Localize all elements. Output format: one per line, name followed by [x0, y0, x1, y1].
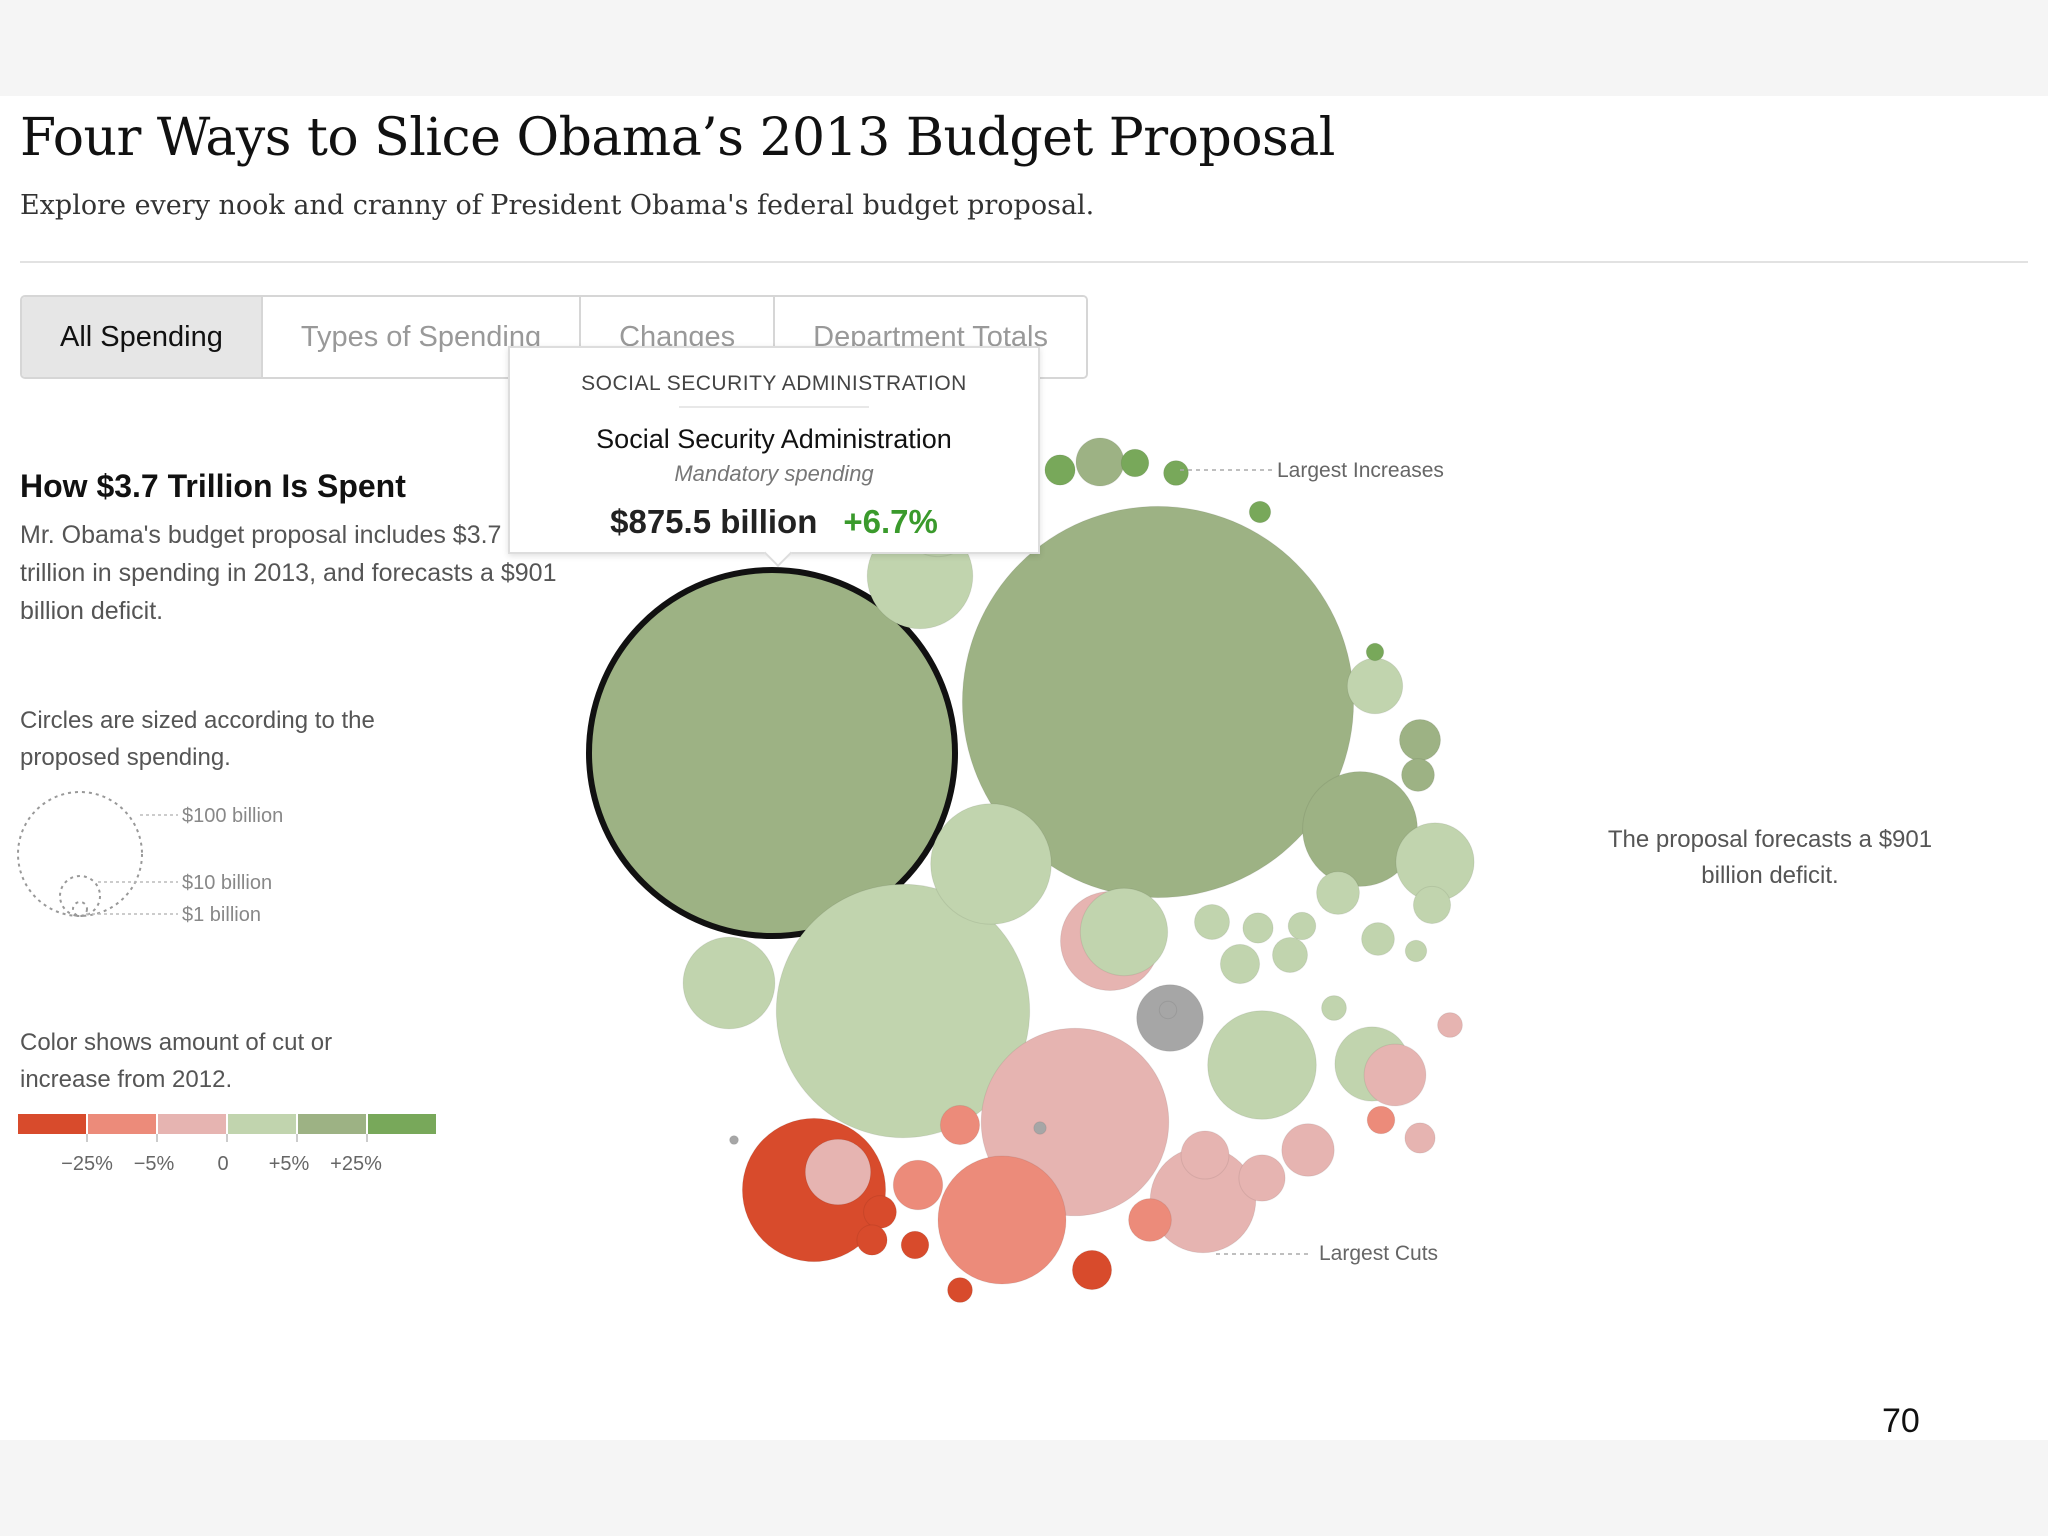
bubble-40[interactable]: [1401, 758, 1435, 792]
size-legend-circle-100b: [17, 791, 143, 917]
color-legend-label-4: +5%: [269, 1153, 310, 1175]
bubble-tooltip: SOCIAL SECURITY ADMINISTRATION Social Se…: [508, 346, 1040, 554]
bubble-37[interactable]: [1248, 500, 1272, 524]
bubble-social-security[interactable]: [586, 567, 958, 939]
bubble-26[interactable]: [939, 1104, 981, 1146]
size-legend-label-10b: $10 billion: [182, 872, 272, 894]
bubble-46[interactable]: [1361, 922, 1395, 956]
bubble-32[interactable]: [1071, 1249, 1113, 1291]
size-legend-label-1b: $1 billion: [182, 904, 261, 926]
bubble-45[interactable]: [1219, 943, 1261, 985]
size-legend-circle-10b: [59, 875, 101, 917]
bubble-group: [586, 437, 1475, 1303]
bubble-31[interactable]: [947, 1277, 973, 1303]
color-legend-swatch-1: [18, 1114, 86, 1134]
bubble-56[interactable]: [729, 1135, 739, 1145]
bubble-30[interactable]: [900, 1230, 930, 1260]
bubble-5[interactable]: [930, 803, 1052, 925]
bubble-50[interactable]: [1404, 939, 1428, 963]
color-legend-label-2: −5%: [134, 1153, 175, 1175]
page-subtitle: Explore every nook and cranny of Preside…: [20, 190, 1095, 221]
bubble-39[interactable]: [1399, 719, 1441, 761]
bubble-24[interactable]: [1281, 1123, 1335, 1177]
tooltip-amount: $875.5 billion: [610, 503, 818, 540]
bubble-53[interactable]: [1366, 1105, 1396, 1135]
bubble-25[interactable]: [1128, 1198, 1172, 1242]
size-legend-circle-1b: [72, 901, 88, 917]
color-legend-label-1: −25%: [61, 1153, 113, 1175]
page-number: 70: [1882, 1402, 1920, 1440]
largest-increases-label: Largest Increases: [1277, 459, 1444, 482]
header-divider: [20, 261, 2028, 263]
bubble-42[interactable]: [1242, 912, 1274, 944]
tooltip-department: SOCIAL SECURITY ADMINISTRATION: [581, 372, 967, 395]
deficit-label: The proposal forecasts a $901 billion de…: [1607, 826, 1933, 889]
bubble-36[interactable]: [1163, 460, 1189, 486]
bubble-7[interactable]: [1207, 1010, 1317, 1120]
bubble-48[interactable]: [1272, 937, 1308, 973]
bubble-27[interactable]: [892, 1159, 944, 1211]
bubble-44[interactable]: [1316, 871, 1360, 915]
bubble-14[interactable]: [1079, 887, 1169, 977]
bubble-52[interactable]: [1437, 1012, 1463, 1038]
tooltip-change: +6.7%: [843, 503, 938, 540]
tooltip-spending-type: Mandatory spending: [674, 461, 874, 486]
bubble-49[interactable]: [1321, 995, 1347, 1021]
color-legend-swatch-6: [368, 1114, 436, 1134]
color-legend-note: Color shows amount of cut or increase fr…: [20, 1029, 333, 1093]
bubble-38[interactable]: [1365, 642, 1385, 662]
bubble-29[interactable]: [856, 1224, 888, 1256]
sidebar-heading: How $3.7 Trillion Is Spent: [20, 468, 406, 504]
size-legend: $100 billion $10 billion $1 billion: [17, 791, 283, 926]
color-legend-swatch-3: [158, 1114, 226, 1134]
bubble-35[interactable]: [1120, 448, 1150, 478]
color-legend-label-5: +25%: [330, 1153, 382, 1175]
tab-all-spending[interactable]: All Spending: [22, 297, 263, 377]
color-legend-swatch-5: [298, 1114, 366, 1134]
bubble-47[interactable]: [1412, 885, 1452, 925]
bubble-23[interactable]: [1238, 1154, 1286, 1202]
bubble-3[interactable]: [775, 883, 1031, 1139]
bubble-21[interactable]: [1180, 1130, 1230, 1180]
bubble-13[interactable]: [682, 936, 776, 1030]
size-legend-note: Circles are sized according to the propo…: [20, 707, 375, 771]
bubble-54[interactable]: [1158, 1000, 1178, 1020]
bubble-55[interactable]: [1033, 1121, 1047, 1135]
bubble-51[interactable]: [1404, 1122, 1436, 1154]
bubble-34[interactable]: [1044, 454, 1076, 486]
largest-cuts-label: Largest Cuts: [1319, 1242, 1438, 1265]
tooltip-values: $875.5 billion +6.7%: [510, 503, 1038, 541]
bubble-33[interactable]: [1075, 437, 1125, 487]
bubble-28[interactable]: [863, 1195, 897, 1229]
bubble-9[interactable]: [937, 1155, 1067, 1285]
bubble-43[interactable]: [1287, 911, 1317, 941]
color-legend-swatch-2: [88, 1114, 156, 1134]
page-title: Four Ways to Slice Obama’s 2013 Budget P…: [20, 108, 1335, 168]
color-legend: −25% −5% 0 +5% +25%: [18, 1114, 436, 1175]
color-legend-swatch-4: [228, 1114, 296, 1134]
bubble-41[interactable]: [1194, 904, 1230, 940]
tooltip-divider: [679, 406, 869, 408]
bubble-19[interactable]: [1346, 657, 1404, 715]
tooltip-name: Social Security Administration: [596, 424, 952, 454]
bubble-22[interactable]: [1363, 1043, 1427, 1107]
bubble-chart: Largest Increases Largest Cuts: [586, 437, 1475, 1303]
color-legend-label-3: 0: [217, 1153, 228, 1175]
bubble-17[interactable]: [804, 1138, 872, 1206]
size-legend-label-100b: $100 billion: [182, 805, 283, 827]
sidebar-intro: Mr. Obama's budget proposal includes $3.…: [20, 521, 557, 625]
